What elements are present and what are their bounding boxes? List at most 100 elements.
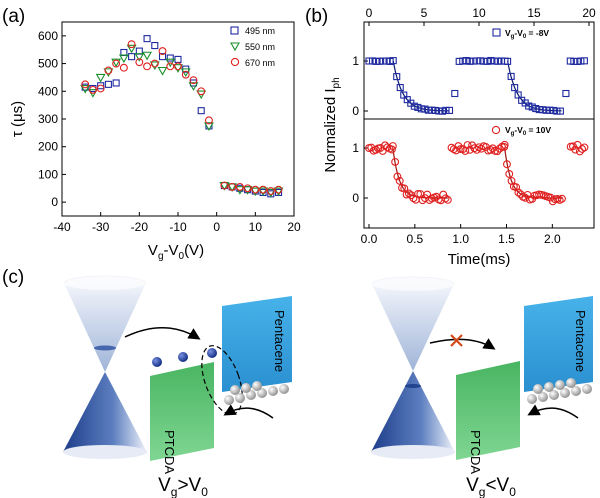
chart-a-points	[80, 35, 284, 198]
data-point-550nm	[111, 58, 122, 68]
data-point	[414, 189, 422, 198]
data-point-670nm	[181, 70, 190, 79]
data-point-670nm	[96, 84, 105, 93]
diagram-right: PTCDA Pentacene Vg<V0	[371, 276, 593, 498]
data-point	[393, 172, 402, 181]
data-point-670nm	[235, 182, 244, 191]
y-tick-label: 200	[38, 140, 58, 154]
ptcda-block-right	[456, 361, 520, 460]
data-point-670nm	[274, 185, 283, 194]
chart-b-legend-top: Vg-V0 = -8V	[492, 28, 549, 40]
data-point-495nm	[112, 79, 120, 87]
fit-curve	[392, 60, 450, 112]
data-point	[472, 145, 481, 154]
data-point-495nm	[174, 55, 182, 63]
data-point-670nm	[119, 63, 128, 72]
y-tick-label: 400	[38, 84, 58, 98]
data-point-670nm	[197, 87, 206, 96]
data-point	[562, 89, 570, 98]
data-point-550nm	[103, 68, 114, 77]
data-point	[443, 195, 452, 204]
diagram-left: PTCDA Pentacene Vg>V0	[63, 275, 292, 498]
x-tick-label: -10	[169, 220, 187, 234]
y-tick-label: 0	[352, 191, 359, 205]
data-point-550nm	[118, 54, 129, 64]
pentacene-label-left: Pentacene	[272, 310, 287, 372]
data-point-670nm	[112, 59, 121, 68]
pentacene-block-left	[222, 296, 292, 392]
chart-b-legend-bottom: Vg-V0 = 10V	[491, 125, 551, 137]
fit-curve	[504, 147, 563, 199]
data-point	[495, 144, 504, 153]
data-point-495nm	[97, 82, 105, 90]
data-point	[512, 183, 521, 192]
data-point	[387, 145, 396, 154]
data-point	[456, 145, 465, 153]
fit-curve	[507, 60, 562, 112]
data-point-495nm	[166, 54, 174, 62]
bottom-x-tick-label: 1.5	[498, 232, 515, 246]
chart-b-top-series	[365, 56, 588, 115]
data-point-670nm	[174, 62, 182, 71]
data-point-670nm	[204, 116, 213, 125]
panel-label-b: (b)	[305, 6, 328, 27]
data-point-495nm	[158, 53, 167, 61]
data-point-550nm	[142, 51, 153, 61]
data-point-550nm	[203, 122, 214, 132]
data-point-670nm	[135, 58, 144, 67]
caption-left: Vg>V0	[158, 475, 208, 498]
data-point-495nm	[104, 80, 112, 88]
data-point	[396, 83, 404, 92]
data-point-670nm	[81, 80, 90, 89]
x-tick-label: -20	[131, 220, 149, 234]
top-x-tick-label: 20	[582, 6, 596, 20]
top-x-tick-label: 0	[366, 6, 373, 20]
data-point-670nm	[150, 59, 159, 68]
data-point	[445, 106, 454, 114]
data-point-670nm	[127, 40, 136, 49]
chart-a-xlabel: Vg-V0(V)	[148, 242, 204, 262]
chart-b-ticks: 0 5 10 15 20 0.0 0.5 1.0 1.5 2.0 0 0 1 1	[352, 6, 596, 246]
data-point	[388, 142, 397, 150]
data-point	[393, 73, 401, 81]
panel-label-c: (c)	[2, 267, 24, 288]
data-point-670nm	[243, 184, 252, 193]
data-point	[463, 141, 472, 149]
legend-label-minus8: Vg-V0 = -8V	[505, 28, 549, 40]
data-point-670nm	[259, 185, 268, 194]
legend-marker-minus8	[492, 28, 501, 37]
data-point-550nm	[157, 66, 168, 76]
data-point	[493, 147, 502, 156]
data-point	[505, 170, 514, 178]
chart-b-bottom-series	[365, 140, 589, 206]
data-point-670nm	[251, 185, 260, 194]
y-tick-label: 0	[51, 195, 58, 209]
data-point	[409, 194, 418, 203]
data-point-550nm	[173, 64, 183, 73]
data-point	[500, 140, 509, 149]
y-tick-label: 300	[38, 112, 58, 126]
x-tick-label: -30	[92, 220, 110, 234]
data-point	[558, 194, 566, 203]
ptcda-label-left: PTCDA	[162, 430, 177, 474]
blocked-transfer-arrow-right	[429, 338, 496, 350]
data-point	[395, 176, 404, 185]
data-point-550nm	[273, 187, 284, 197]
data-point-550nm	[188, 82, 199, 91]
data-point	[511, 84, 519, 92]
data-point	[580, 57, 588, 65]
x-tick-label: 0	[213, 220, 220, 234]
top-x-tick-label: 5	[421, 6, 428, 20]
data-point-550nm	[250, 187, 261, 197]
caption-right: Vg<V0	[466, 475, 516, 498]
data-point	[575, 147, 584, 156]
data-point	[504, 57, 512, 65]
ptcda-block-left	[150, 362, 214, 461]
y-tick-label: 1	[352, 54, 359, 68]
legend-label-495: 495 nm	[245, 26, 275, 36]
data-point-550nm	[80, 84, 91, 94]
x-tick-label: -40	[53, 220, 71, 234]
blocked-cross-icon	[450, 334, 463, 347]
